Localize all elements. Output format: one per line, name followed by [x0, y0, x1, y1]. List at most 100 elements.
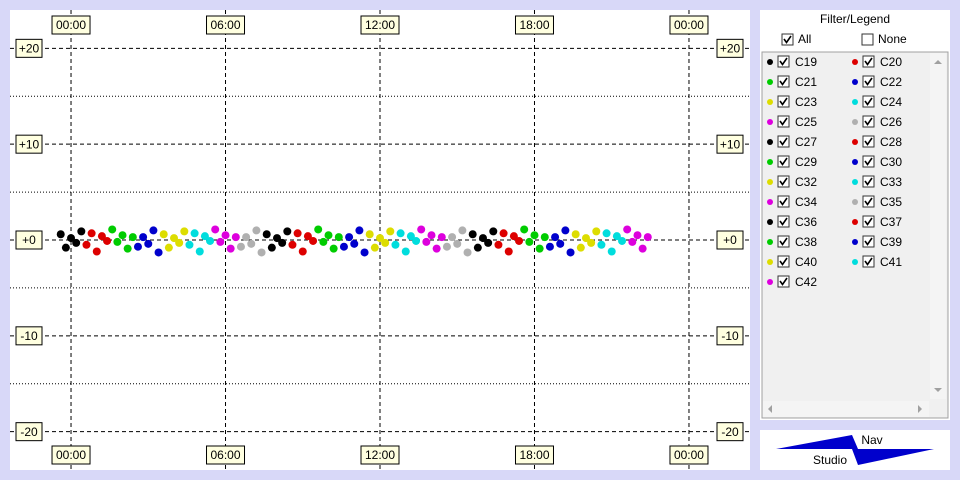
- legend-item[interactable]: C29: [767, 155, 817, 169]
- legend-swatch: [767, 59, 773, 65]
- tick-label-box: [716, 422, 744, 442]
- legend-item[interactable]: C20: [852, 55, 902, 69]
- tick-label: -20: [721, 425, 739, 439]
- checkbox: [862, 95, 875, 108]
- checkmark: [864, 137, 873, 146]
- scroll-left[interactable]: [768, 405, 772, 413]
- checkmark: [779, 277, 788, 286]
- data-point: [463, 248, 472, 257]
- legend-swatch: [852, 259, 858, 265]
- checkbox: [862, 135, 875, 148]
- data-point: [504, 247, 513, 256]
- all-label[interactable]: All: [798, 32, 811, 46]
- legend-swatch: [767, 79, 773, 85]
- legend-item[interactable]: C36: [767, 215, 817, 229]
- data-point: [551, 233, 560, 242]
- data-point: [242, 233, 251, 242]
- data-point: [571, 230, 580, 239]
- data-point: [376, 234, 384, 243]
- data-point: [185, 240, 194, 249]
- data-point: [607, 247, 616, 256]
- none-label[interactable]: None: [878, 32, 907, 46]
- legend-label: C37: [880, 215, 902, 229]
- data-point: [581, 234, 590, 243]
- tick-label: +0: [22, 233, 36, 247]
- scroll-right[interactable]: [918, 405, 922, 413]
- data-point: [597, 240, 606, 249]
- legend-swatch: [852, 59, 858, 65]
- data-point: [231, 233, 240, 242]
- legend-item[interactable]: C41: [852, 255, 902, 269]
- legend-label: C27: [795, 135, 817, 149]
- none-checkbox[interactable]: [861, 33, 874, 46]
- legend-swatch: [767, 119, 773, 125]
- legend-swatch: [852, 239, 858, 245]
- legend-item[interactable]: C30: [852, 155, 902, 169]
- legend-item[interactable]: C34: [767, 195, 817, 209]
- legend-item[interactable]: C23: [767, 95, 817, 109]
- data-point: [484, 238, 493, 247]
- data-point: [391, 240, 400, 249]
- data-point: [540, 233, 549, 242]
- legend-item[interactable]: C42: [767, 275, 817, 289]
- legend-item[interactable]: C25: [767, 115, 817, 129]
- tick-label-box: [669, 15, 709, 35]
- legend-item[interactable]: C39: [852, 235, 902, 249]
- legend-item[interactable]: C35: [852, 195, 902, 209]
- tick-label-box: [716, 326, 744, 346]
- data-point: [273, 234, 282, 243]
- scrollbar[interactable]: [763, 53, 946, 417]
- legend-item[interactable]: C37: [852, 215, 902, 229]
- data-point: [190, 229, 199, 238]
- legend-item[interactable]: C22: [852, 75, 902, 89]
- legend-swatch: [767, 259, 773, 265]
- tick-label: +10: [19, 137, 40, 151]
- legend-swatch: [767, 159, 773, 165]
- legend-label: C36: [795, 215, 817, 229]
- data-point: [417, 225, 426, 234]
- data-point: [489, 227, 498, 236]
- legend-item[interactable]: C21: [767, 75, 817, 89]
- all-checkbox[interactable]: [781, 33, 794, 46]
- scroll-down[interactable]: [934, 388, 942, 392]
- data-point: [283, 227, 292, 236]
- data-point: [623, 225, 632, 234]
- tick-label: 00:00: [56, 18, 86, 32]
- legend-label: C34: [795, 195, 817, 209]
- legend-item[interactable]: C24: [852, 95, 902, 109]
- tick-label: -10: [20, 329, 38, 343]
- data-point: [319, 237, 328, 246]
- legend-item[interactable]: C27: [767, 135, 817, 149]
- checkmark: [779, 57, 788, 66]
- data-point: [123, 244, 132, 253]
- tick-label-box: [51, 15, 91, 35]
- data-point: [628, 237, 637, 246]
- legend-item[interactable]: C19: [767, 55, 817, 69]
- legend-item[interactable]: C32: [767, 175, 817, 189]
- tick-label-box: [206, 445, 246, 465]
- legend-item[interactable]: C26: [852, 115, 902, 129]
- legend-item[interactable]: C38: [767, 235, 817, 249]
- tick-label: +0: [723, 233, 737, 247]
- legend-item[interactable]: C28: [852, 135, 902, 149]
- data-point: [77, 227, 86, 236]
- checkbox: [862, 255, 875, 268]
- legend-item[interactable]: C40: [767, 255, 817, 269]
- legend-swatch: [852, 119, 858, 125]
- data-point: [520, 225, 529, 234]
- tick-label-box: [514, 15, 554, 35]
- scroll-up[interactable]: [934, 60, 942, 64]
- data-point: [556, 239, 565, 248]
- h-scroll-track: [763, 401, 929, 417]
- legend-swatch: [852, 159, 858, 165]
- checkmark: [864, 157, 873, 166]
- tick-label-box: [360, 15, 400, 35]
- checkmark: [779, 197, 788, 206]
- data-point: [303, 232, 312, 241]
- data-point: [448, 233, 457, 242]
- legend-swatch: [852, 99, 858, 105]
- data-point: [350, 239, 359, 248]
- data-point: [386, 227, 395, 236]
- legend-item[interactable]: C33: [852, 175, 902, 189]
